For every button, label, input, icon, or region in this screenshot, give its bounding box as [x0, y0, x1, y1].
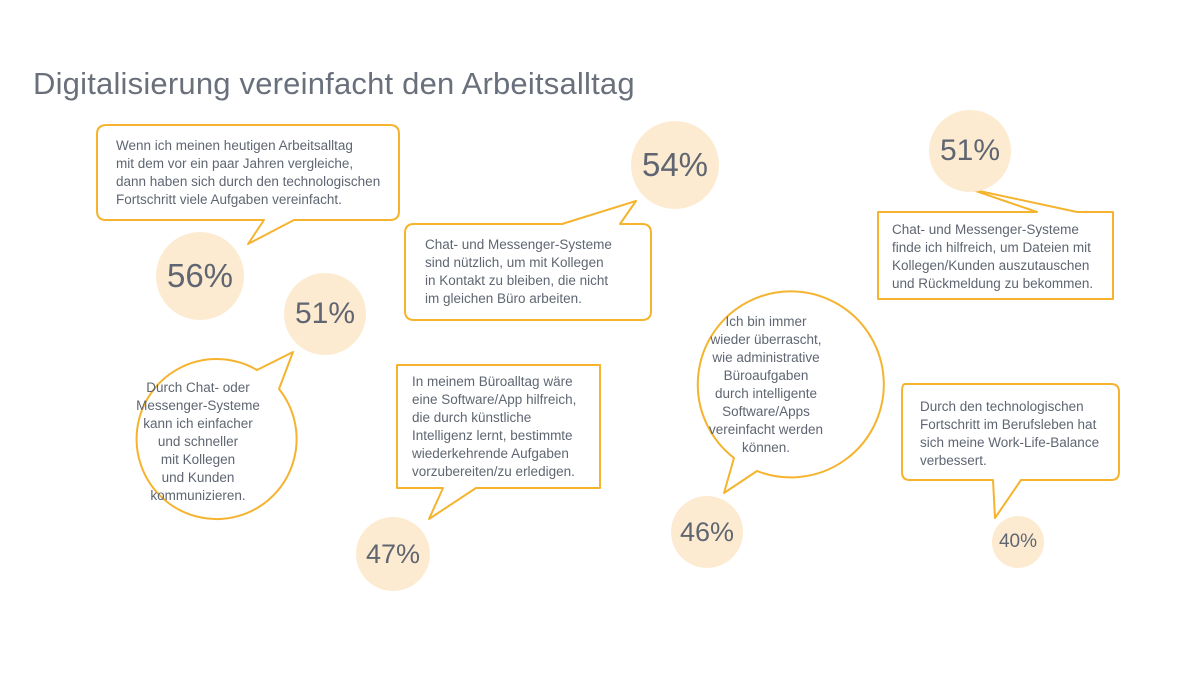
statement-line: vorzubereiten/zu erledigen. — [412, 464, 575, 479]
statement-line: Ich bin immer — [725, 314, 807, 329]
statement-text: Chat- und Messenger-Systeme sind nützlic… — [425, 236, 645, 308]
statement-line: kommunizieren. — [150, 488, 246, 503]
statement-line: Software/Apps — [722, 404, 810, 419]
statement-line: sich meine Work-Life-Balance — [920, 435, 1100, 450]
statement-text: Wenn ich meinen heutigen Arbeitsalltag m… — [116, 137, 396, 209]
bubble-outline-3 — [877, 188, 1114, 300]
bubble-outline-6 — [135, 351, 298, 521]
statement-line: können. — [741, 440, 791, 455]
statement-line: Büroaufgaben — [723, 368, 809, 383]
percentage-badge: 51% — [284, 273, 366, 355]
statement-line: Fortschritt im Berufsleben hat — [920, 417, 1097, 432]
statement-line: die durch künstliche — [412, 410, 532, 425]
statement-line: Messenger-Systeme — [136, 398, 260, 413]
statement-text: Chat- und Messenger-Systeme finde ich hi… — [892, 221, 1110, 293]
statement-line: und Rückmeldung zu bekommen. — [892, 276, 1094, 291]
statement-line: Chat- und Messenger-Systeme — [892, 222, 1079, 237]
percentage-badge: 46% — [671, 496, 743, 568]
statement-line: durch intelligente — [714, 386, 818, 401]
statement-line: Fortschritt viele Aufgaben vereinfacht. — [116, 192, 342, 207]
statement-line: Durch Chat- oder — [146, 380, 250, 395]
bubble-outline-5 — [901, 383, 1120, 519]
bubble-outline-2 — [404, 200, 652, 321]
statement-line: wiederkehrende Aufgaben — [412, 446, 569, 461]
statement-line: sind nützlich, um mit Kollegen — [425, 255, 604, 270]
statement-line: Kollegen/Kunden auszutauschen — [892, 258, 1090, 273]
statement-line: in Kontakt zu bleiben, die nicht — [425, 273, 609, 288]
page-title: Digitalisierung vereinfacht den Arbeitsa… — [33, 66, 635, 101]
statement-line: kann ich einfacher — [143, 416, 253, 431]
percentage-badge: 54% — [631, 121, 719, 209]
statement-line: Intelligenz lernt, bestimmte — [412, 428, 573, 443]
percentage-badge: 51% — [929, 110, 1011, 192]
statement-line: verbessert. — [920, 453, 987, 468]
statement-line: vereinfacht werden — [708, 422, 824, 437]
statement-line: In meinem Büroalltag wäre — [412, 374, 573, 389]
bubble-outline-1 — [96, 124, 400, 245]
bubble-outline-7 — [696, 290, 885, 494]
statement-line: und Kunden — [161, 470, 235, 485]
statement-text: In meinem Büroalltag wäre eine Software/… — [412, 373, 598, 481]
statement-line: wie administrative — [712, 350, 820, 365]
statement-line: und schneller — [157, 434, 239, 449]
percentage-badge: 56% — [156, 232, 244, 320]
statement-line: Durch den technologischen — [920, 399, 1084, 414]
statement-line: eine Software/App hilfreich, — [412, 392, 577, 407]
statement-line: Wenn ich meinen heutigen Arbeitsalltag — [116, 138, 353, 153]
statement-line: wieder überrascht, — [710, 332, 822, 347]
statement-line: finde ich hilfreich, um Dateien mit — [892, 240, 1091, 255]
statement-line: mit Kollegen — [160, 452, 236, 467]
statement-text: Durch den technologischen Fortschritt im… — [920, 398, 1116, 470]
statement-line: Chat- und Messenger-Systeme — [425, 237, 612, 252]
statement-line: im gleichen Büro arbeiten. — [425, 291, 582, 306]
percentage-badge: 40% — [992, 516, 1044, 568]
statement-line: dann haben sich durch den technologische… — [116, 174, 381, 189]
statement-line: mit dem vor ein paar Jahren vergleiche, — [116, 156, 354, 171]
bubble-outline-4 — [396, 364, 601, 520]
percentage-badge: 47% — [356, 517, 430, 591]
statement-text: Durch Chat- oder Messenger-Systeme kann … — [128, 379, 268, 505]
statement-text: Ich bin immer wieder überrascht, wie adm… — [696, 313, 836, 457]
